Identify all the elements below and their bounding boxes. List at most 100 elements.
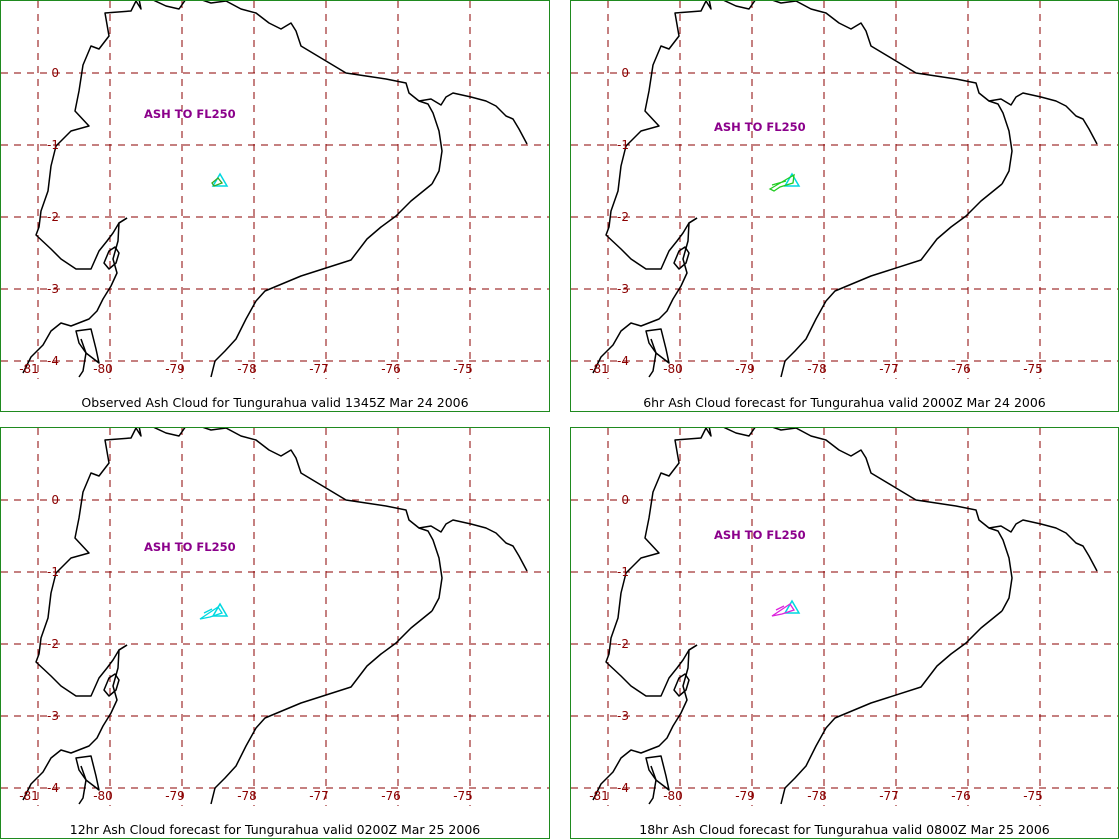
latitude-label: -2 xyxy=(617,210,629,224)
lat-lon-grid xyxy=(571,1,1118,379)
longitude-label: -81 xyxy=(589,362,609,376)
peninsula-outline xyxy=(75,328,100,364)
latitude-label: 0 xyxy=(621,493,629,507)
latitude-label: -2 xyxy=(47,210,59,224)
map-panel-observed: 0 -1 -2 -3 -4 -81 -80 -79 -78 -77 -76 -75 ASH TO FL2… xyxy=(0,0,550,412)
longitude-label: -76 xyxy=(951,362,971,376)
longitude-label: -80 xyxy=(663,362,683,376)
longitude-label: -79 xyxy=(735,362,755,376)
longitude-label: -78 xyxy=(807,789,827,803)
coastline-path xyxy=(135,428,528,572)
volcano-vent-marker xyxy=(783,172,801,187)
lat-lon-grid xyxy=(1,1,549,379)
lat-lon-grid xyxy=(571,428,1118,806)
map-panel-12hr: 0 -1 -2 -3 -4 -81 -80 -79 -78 -77 -76 -75 ASH TO FL2… xyxy=(0,427,550,839)
volcano-vent-marker xyxy=(783,599,801,614)
panel-caption: Observed Ash Cloud for Tungurahua valid … xyxy=(81,395,469,410)
ash-height-label: ASH TO FL250 xyxy=(144,540,236,554)
ash-cloud-polygon xyxy=(771,603,796,617)
longitude-label: -76 xyxy=(381,789,401,803)
panel-caption: 18hr Ash Cloud forecast for Tungurahua v… xyxy=(639,822,1050,837)
peninsula-outline xyxy=(75,755,100,791)
map-panel-6hr: 0 -1 -2 -3 -4 -81 -80 -79 -78 -77 -76 -75 ASH TO FL2… xyxy=(570,0,1119,412)
coastline-path xyxy=(210,610,433,805)
latitude-label: -1 xyxy=(47,565,59,579)
coastlines xyxy=(22,1,528,378)
longitude-label: -77 xyxy=(309,789,329,803)
longitude-label: -79 xyxy=(165,362,185,376)
map-panel-18hr: 0 -1 -2 -3 -4 -81 -80 -79 -78 -77 -76 -75 ASH TO FL2… xyxy=(570,427,1119,839)
coastline-path xyxy=(35,428,137,697)
latitude-label: -2 xyxy=(617,637,629,651)
coastlines xyxy=(592,428,1098,805)
coastline-path xyxy=(605,428,707,697)
island-outline xyxy=(673,673,690,697)
map-svg: 0 -1 -2 -3 -4 -81 -80 -79 -78 -77 -76 -75 ASH TO FL2… xyxy=(1,428,549,806)
coastline-path xyxy=(592,644,698,801)
latitude-label: -2 xyxy=(47,637,59,651)
ash-height-label: ASH TO FL250 xyxy=(714,120,806,134)
longitude-label: -75 xyxy=(1023,362,1043,376)
coastline-path xyxy=(648,765,657,805)
latitude-label: -1 xyxy=(47,138,59,152)
map-svg: 0 -1 -2 -3 -4 -81 -80 -79 -78 -77 -76 -75 ASH TO FL2… xyxy=(571,428,1118,806)
ash-cloud-polygon xyxy=(768,173,795,192)
longitude-label: -77 xyxy=(879,362,899,376)
latitude-label: -3 xyxy=(47,282,59,296)
coastline-path xyxy=(592,217,698,374)
peninsula-outline xyxy=(645,328,670,364)
coastline-path xyxy=(988,527,1013,612)
island-outline xyxy=(103,673,120,697)
longitude-label: -78 xyxy=(237,362,257,376)
island-outline xyxy=(103,246,120,270)
longitude-label: -78 xyxy=(237,789,257,803)
latitude-label: -4 xyxy=(47,354,59,368)
coastline-path xyxy=(705,428,1098,572)
ash-height-label: ASH TO FL250 xyxy=(144,107,236,121)
longitude-label: -75 xyxy=(453,789,473,803)
latitude-label: -4 xyxy=(617,781,629,795)
coastlines xyxy=(22,428,528,805)
latitude-label: 0 xyxy=(51,493,59,507)
island-outline xyxy=(673,246,690,270)
coastline-path xyxy=(780,610,1003,805)
ash-cloud-polygon xyxy=(199,606,224,620)
coastline-path xyxy=(22,644,128,801)
coastline-path xyxy=(78,338,87,378)
panel-caption: 6hr Ash Cloud forecast for Tungurahua va… xyxy=(643,395,1046,410)
ash-cloud-polygon xyxy=(211,177,224,187)
longitude-label: -81 xyxy=(19,789,39,803)
latitude-label: -1 xyxy=(617,138,629,152)
coastline-path xyxy=(22,217,128,374)
latitude-label: 0 xyxy=(621,66,629,80)
latitude-label: -4 xyxy=(617,354,629,368)
lat-lon-grid xyxy=(1,428,549,806)
latitude-label: -4 xyxy=(47,781,59,795)
map-svg: 0 -1 -2 -3 -4 -81 -80 -79 -78 -77 -76 -75 ASH TO FL2… xyxy=(571,1,1118,379)
peninsula-outline xyxy=(645,755,670,791)
longitude-label: -75 xyxy=(1023,789,1043,803)
coastlines xyxy=(592,1,1098,378)
latitude-label: -3 xyxy=(47,709,59,723)
longitude-label: -75 xyxy=(453,362,473,376)
longitude-label: -78 xyxy=(807,362,827,376)
longitude-label: -80 xyxy=(93,789,113,803)
coastline-path xyxy=(648,338,657,378)
longitude-label: -76 xyxy=(381,362,401,376)
latitude-label: -3 xyxy=(617,709,629,723)
coastline-path xyxy=(988,100,1013,185)
ash-height-label: ASH TO FL250 xyxy=(714,528,806,542)
longitude-label: -76 xyxy=(951,789,971,803)
volcano-vent-marker xyxy=(211,602,229,617)
coastline-path xyxy=(35,1,137,270)
longitude-label: -79 xyxy=(165,789,185,803)
longitude-label: -79 xyxy=(735,789,755,803)
coastline-path xyxy=(780,183,1003,378)
longitude-label: -80 xyxy=(663,789,683,803)
coastline-path xyxy=(78,765,87,805)
coastline-path xyxy=(418,100,443,185)
coastline-path xyxy=(210,183,433,378)
coastline-path xyxy=(705,1,1098,145)
coastline-path xyxy=(418,527,443,612)
longitude-label: -81 xyxy=(589,789,609,803)
